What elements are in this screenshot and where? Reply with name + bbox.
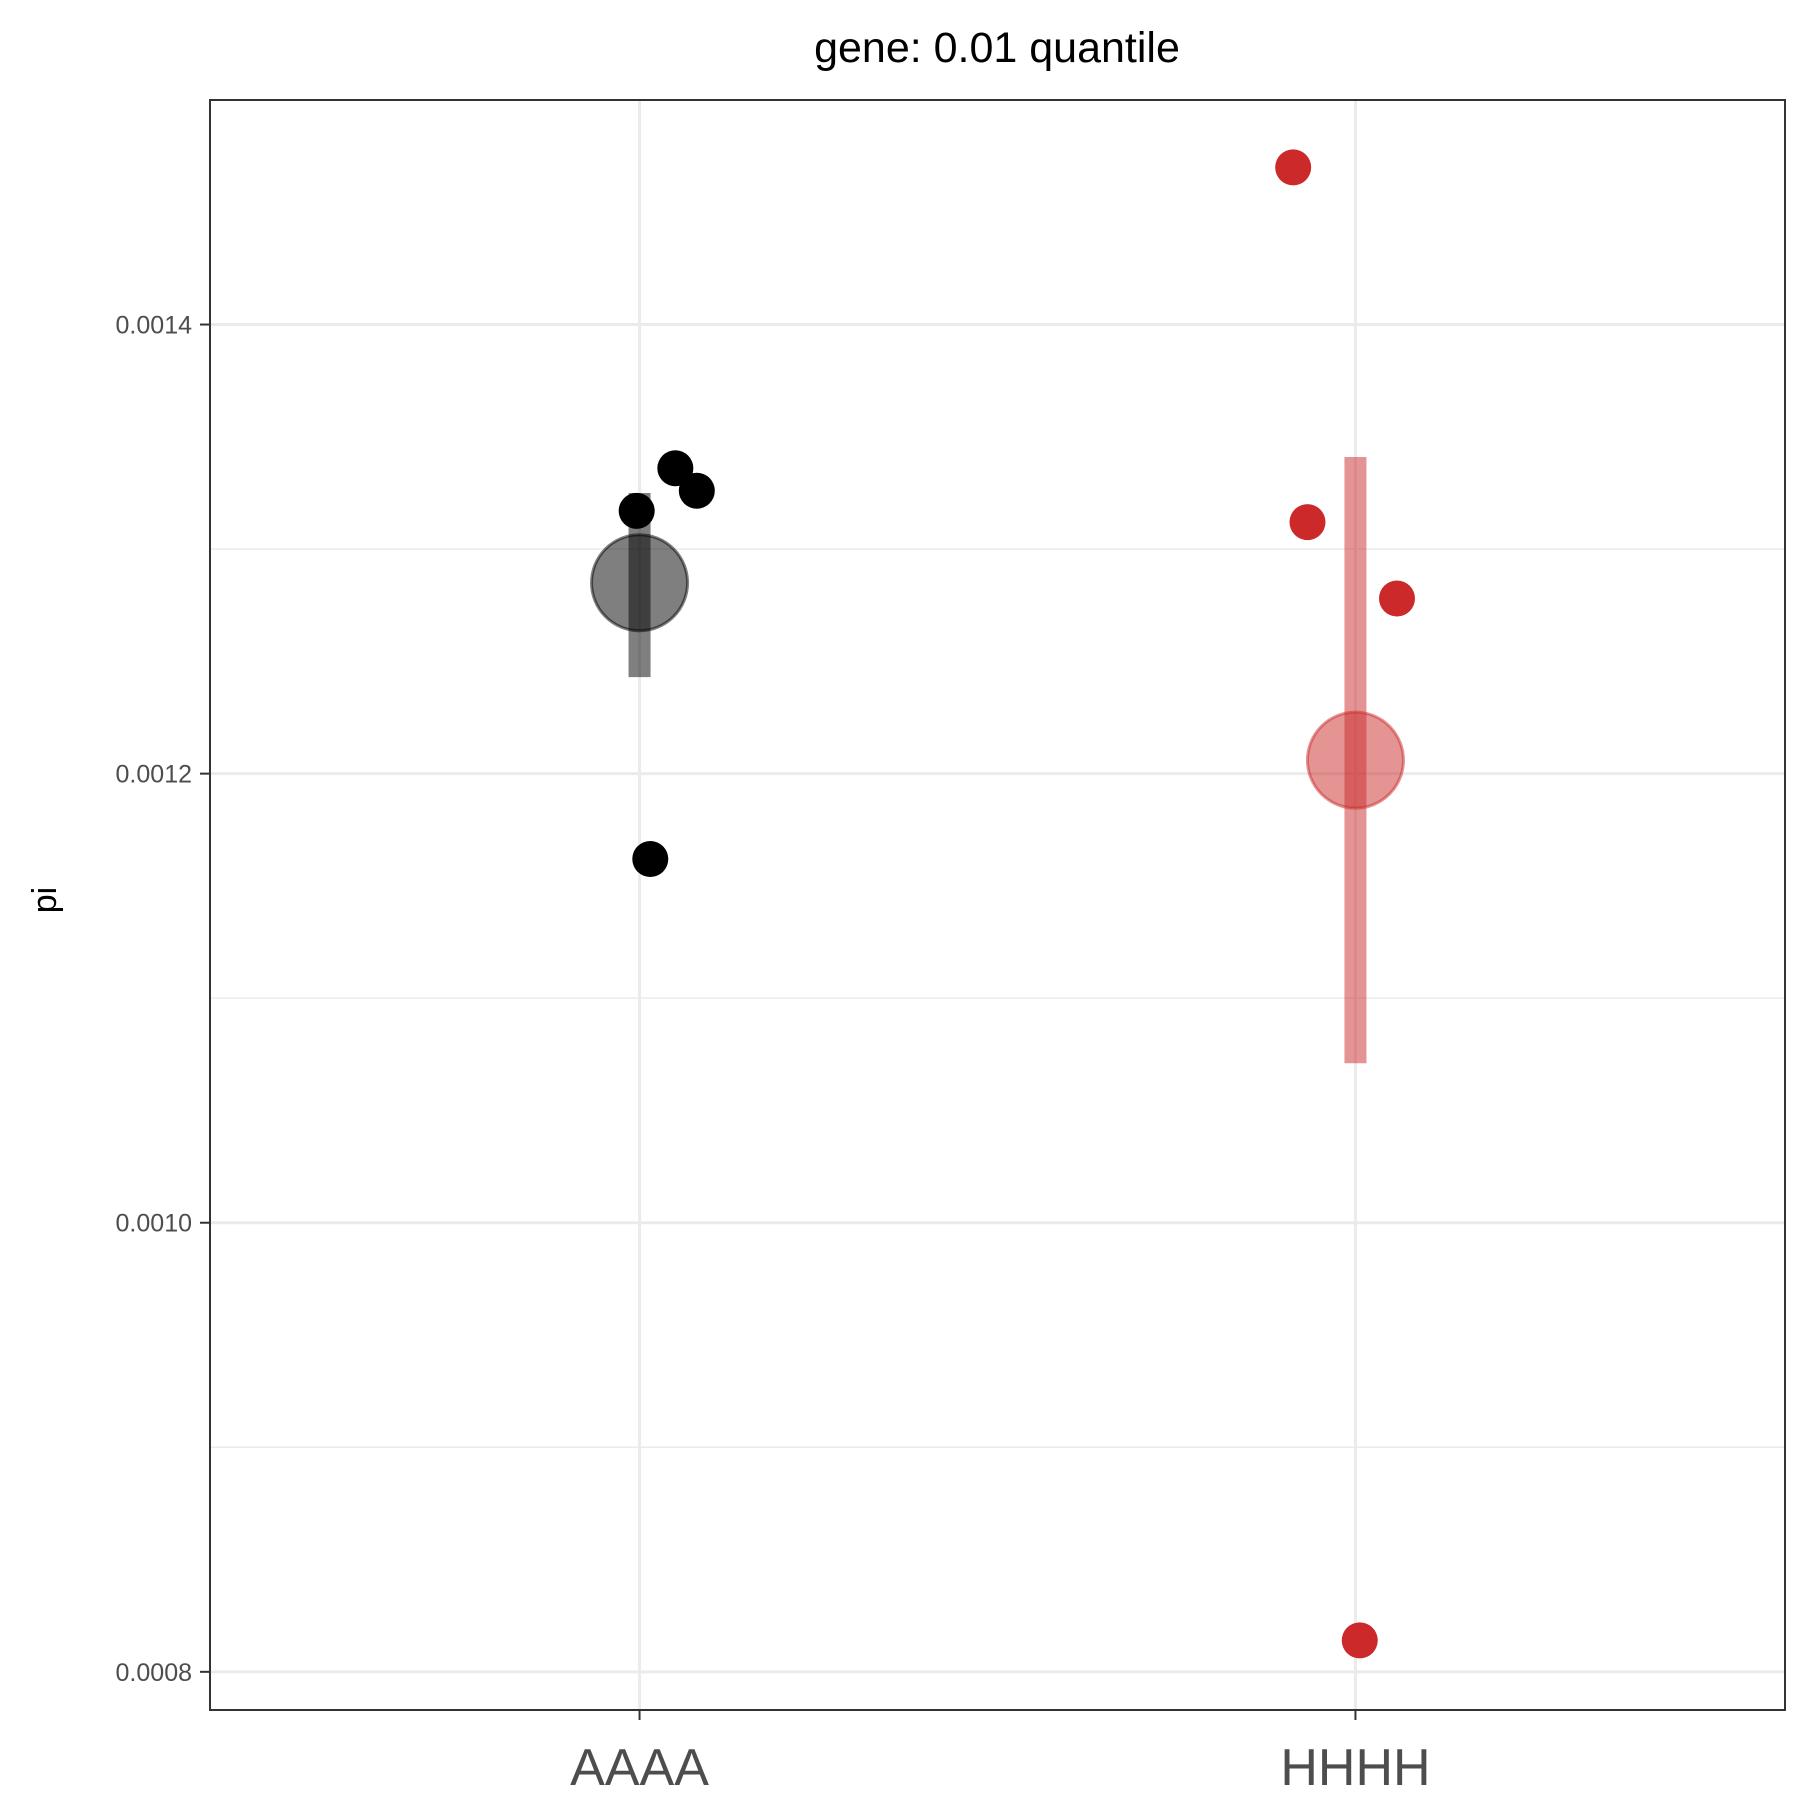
y-tick-label: 0.0014 — [116, 312, 193, 340]
plot-panel: 0.0008 0.0010 0.0012 0.0014 AAAA HHHH — [116, 99, 1786, 1797]
x-tick-label: AAAA — [570, 1739, 709, 1797]
y-tick-label: 0.0012 — [116, 761, 192, 789]
data-point — [678, 472, 715, 509]
data-point — [618, 492, 655, 529]
data-point — [657, 450, 694, 487]
data-point — [1378, 580, 1415, 617]
mean-point — [1305, 710, 1405, 810]
mean-point — [590, 533, 690, 633]
x-tick-label: HHHH — [1280, 1739, 1430, 1797]
y-tick-label: 0.0008 — [116, 1659, 192, 1687]
data-point — [1289, 504, 1326, 541]
y-tick-label: 0.0010 — [116, 1210, 192, 1238]
data-point — [1275, 149, 1312, 186]
panel-border — [209, 99, 1786, 1711]
data-point — [632, 840, 669, 877]
y-axis-label: pi — [26, 887, 64, 913]
data-point — [1341, 1622, 1378, 1659]
chart-title: gene: 0.01 quantile — [814, 24, 1180, 72]
